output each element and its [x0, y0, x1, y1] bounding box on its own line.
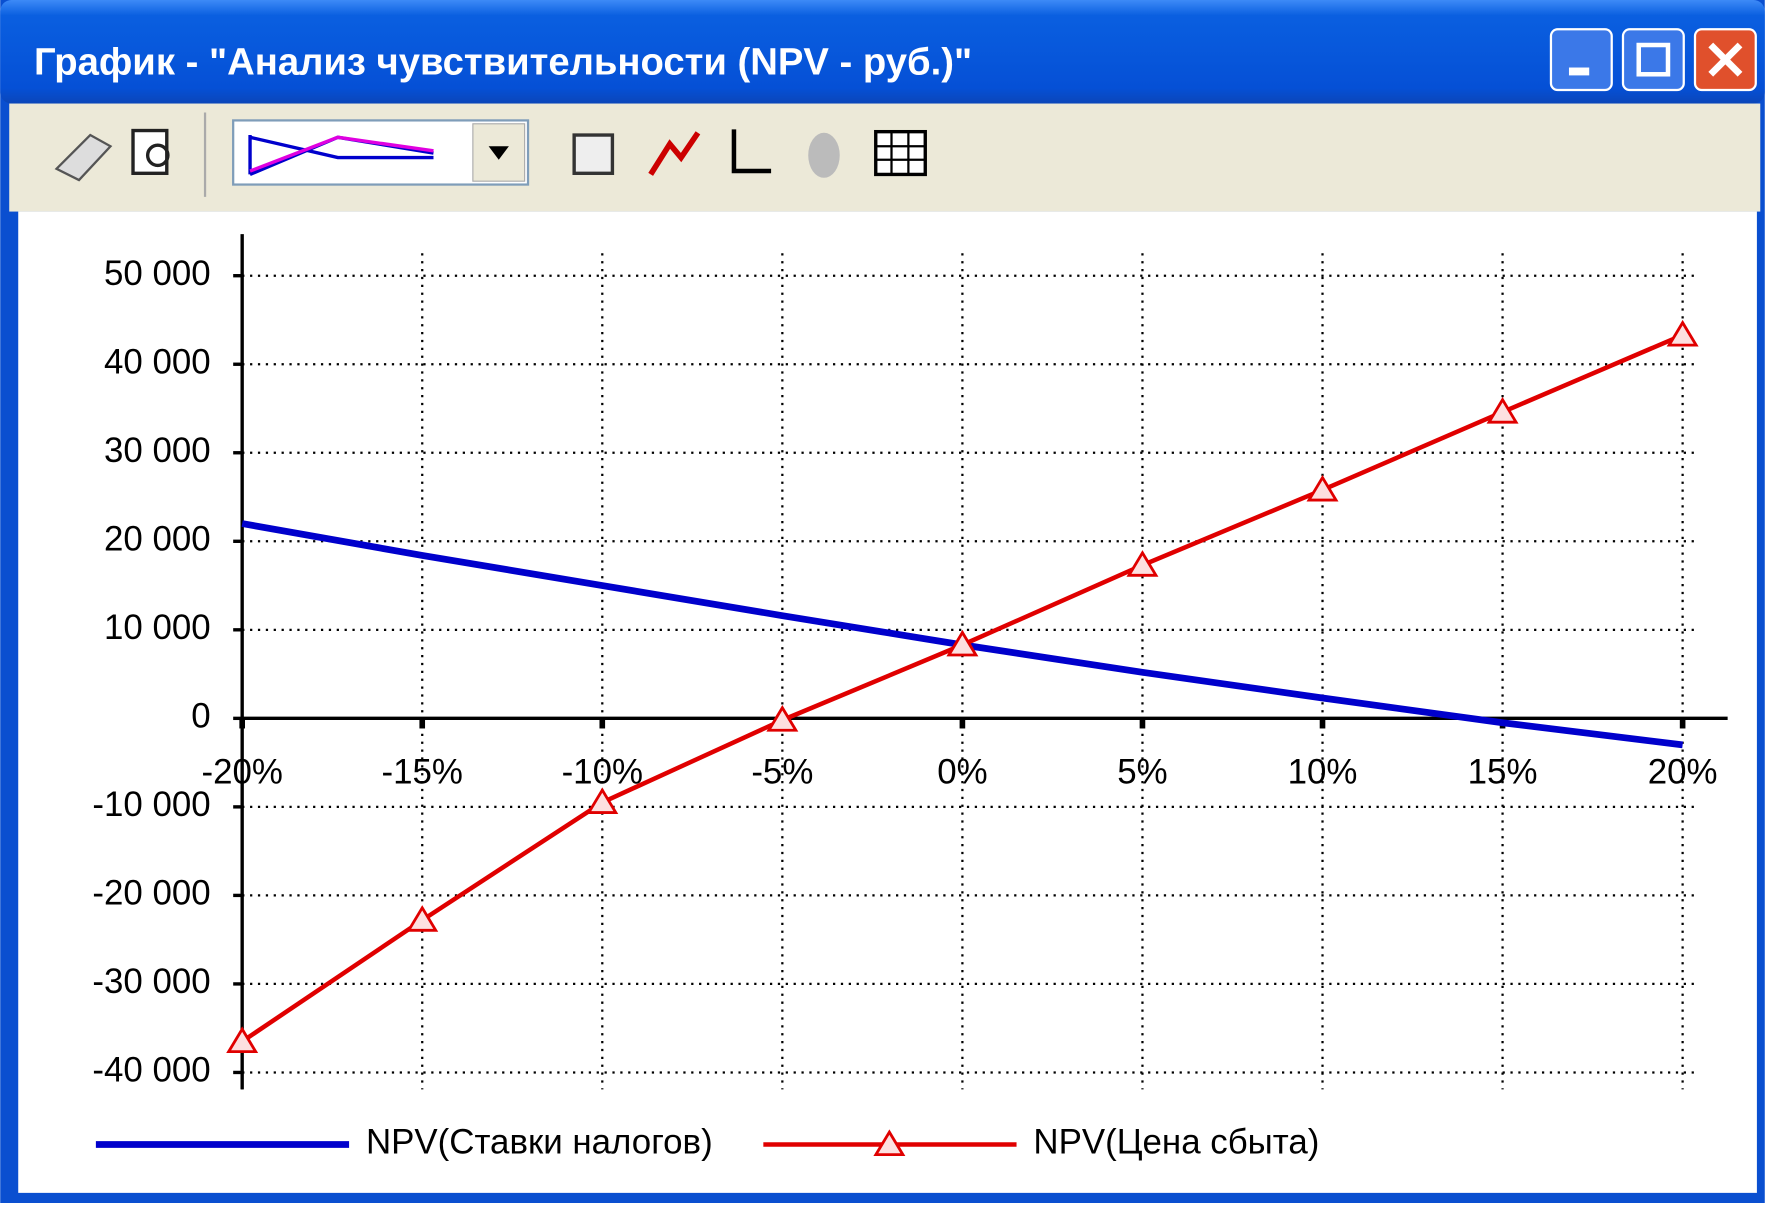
- y-tick-label: 30 000: [104, 431, 211, 470]
- window-title: График - "Анализ чувствительности (NPV -…: [34, 40, 972, 83]
- y-tick-label: 20 000: [104, 520, 211, 559]
- minimize-icon: [1569, 68, 1589, 76]
- maximize-button[interactable]: [1623, 29, 1684, 90]
- x-tick-label: -5%: [751, 752, 813, 791]
- legend-label: NPV(Ставки налогов): [366, 1123, 713, 1162]
- chart-window: График - "Анализ чувствительности (NPV -…: [0, 0, 1765, 1203]
- legend-label: NPV(Цена сбыта): [1033, 1123, 1319, 1162]
- minimize-button[interactable]: [1551, 29, 1612, 90]
- y-tick-label: 50 000: [104, 254, 211, 293]
- pan-button[interactable]: [808, 133, 840, 178]
- y-tick-label: 40 000: [104, 342, 211, 381]
- x-tick-label: 5%: [1117, 752, 1167, 791]
- x-tick-label: 15%: [1468, 752, 1538, 791]
- chart-area: [18, 212, 1757, 1193]
- x-tick-label: -15%: [382, 752, 463, 791]
- y-tick-label: 0: [191, 697, 210, 736]
- table-button[interactable]: [876, 132, 926, 175]
- y-tick-label: -10 000: [92, 785, 210, 824]
- y-tick-label: 10 000: [104, 608, 211, 647]
- x-tick-label: 0%: [937, 752, 987, 791]
- y-tick-label: -20 000: [92, 874, 210, 913]
- page: График - "Анализ чувствительности (NPV -…: [0, 0, 1765, 1203]
- y-tick-label: -30 000: [92, 962, 210, 1001]
- x-tick-label: 10%: [1288, 752, 1358, 791]
- y-tick-label: -40 000: [92, 1051, 210, 1090]
- x-tick-label: 20%: [1648, 752, 1718, 791]
- x-tick-label: -10%: [562, 752, 643, 791]
- properties-button[interactable]: [574, 135, 612, 173]
